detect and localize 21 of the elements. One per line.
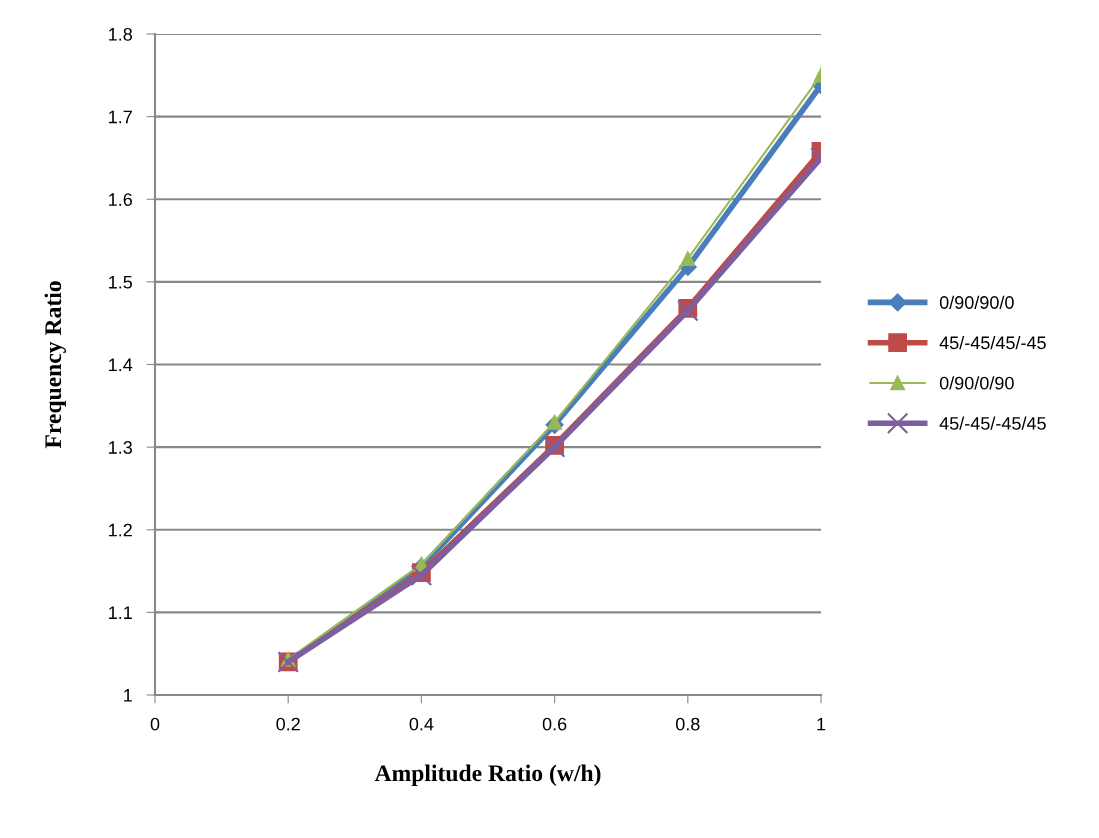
- x-tick-label: 0.6: [542, 717, 567, 731]
- legend-label: 45/-45/-45/45: [939, 416, 1046, 430]
- x-tick-label: 0.2: [276, 717, 300, 731]
- y-axis-title: Frequency Ratio: [44, 281, 67, 449]
- x-tick-label: 1: [817, 717, 826, 731]
- y-tick-label: 1.3: [109, 441, 132, 454]
- y-tick-label: 1.4: [109, 358, 133, 372]
- y-tick-label: 1.1: [109, 606, 132, 619]
- y-tick-label: 1.2: [109, 523, 132, 537]
- y-tick-label: 1.7: [109, 110, 132, 124]
- x-tick-label: 0.4: [409, 717, 434, 731]
- y-tick-label: 1.5: [109, 276, 133, 289]
- legend-label: 0/90/0/90: [939, 376, 1014, 390]
- x-tick-label: 0: [150, 717, 160, 731]
- x-axis-title: Amplitude Ratio (w/h): [374, 764, 601, 787]
- y-tick-label: 1.6: [109, 193, 132, 206]
- x-tick-label: 0.8: [675, 717, 700, 731]
- legend-label: 45/-45/45/-45: [939, 335, 1046, 350]
- y-tick-label: 1: [124, 689, 132, 702]
- y-tick-label: 1.8: [109, 27, 132, 41]
- legend-label: 0/90/90/0: [939, 295, 1014, 309]
